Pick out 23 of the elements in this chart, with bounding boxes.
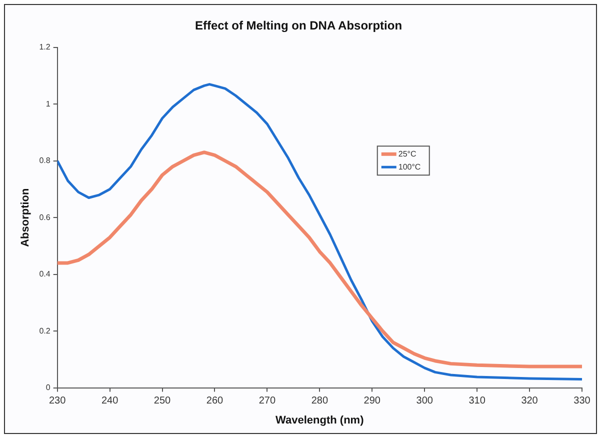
- y-tick-label: 0: [46, 383, 51, 392]
- x-tick-label: 320: [521, 396, 538, 407]
- chart-title: Effect of Melting on DNA Absorption: [194, 18, 402, 33]
- x-tick-label: 240: [101, 396, 119, 407]
- y-tick-label: 0.4: [39, 270, 51, 279]
- y-tick-label: 0.6: [39, 212, 51, 222]
- x-tick-label: 330: [574, 396, 591, 407]
- x-tick-label: 250: [154, 396, 172, 407]
- x-tick-label: 290: [364, 396, 381, 407]
- x-tick-label: 260: [206, 396, 224, 407]
- x-tick-label: 270: [258, 396, 276, 407]
- legend-label: 25°C: [398, 149, 416, 158]
- y-tick-label: 0.2: [39, 326, 51, 336]
- y-axis-title: Absorption: [20, 188, 32, 247]
- y-tick-label: 1.2: [39, 42, 51, 52]
- x-tick-label: 300: [416, 396, 434, 407]
- x-tick-label: 230: [48, 396, 66, 407]
- x-tick-label: 280: [311, 396, 328, 407]
- x-axis-title: Wavelength (nm): [276, 414, 364, 426]
- y-tick-label: 1: [46, 99, 51, 108]
- y-tick-label: 0.8: [39, 156, 51, 166]
- legend-label: 100°C: [398, 162, 421, 172]
- x-tick-label: 310: [468, 396, 486, 407]
